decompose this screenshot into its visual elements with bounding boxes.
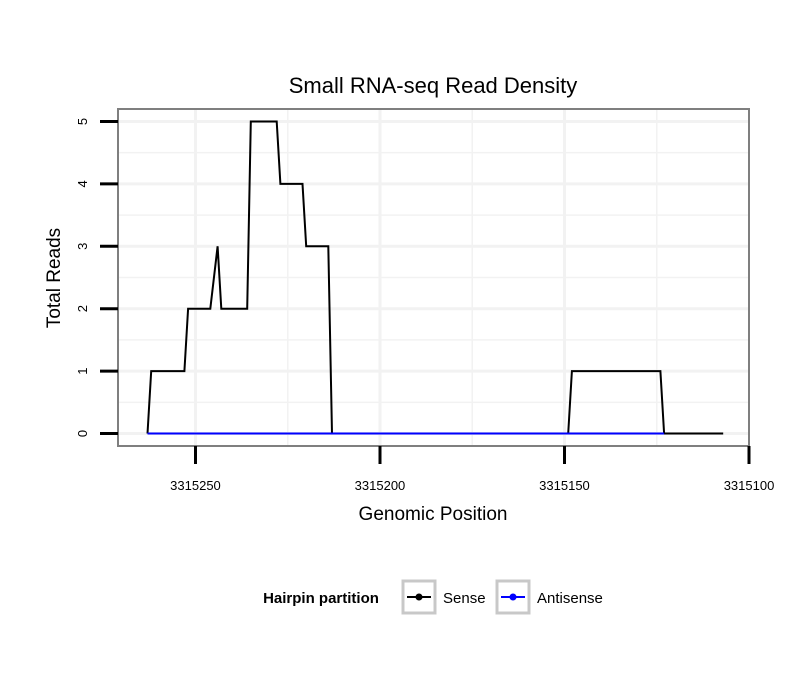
series-line-sense [146, 120, 724, 435]
y-tick-label: 4 [75, 180, 90, 187]
x-tick-label: 3315250 [170, 478, 221, 493]
y-tick-label: 3 [75, 243, 90, 250]
legend: Hairpin partition Sense Antisense [263, 579, 603, 615]
y-axis: 0 1 2 3 4 5 [75, 118, 118, 437]
plot-panel-border [117, 108, 750, 447]
x-tick-label: 3315100 [724, 478, 775, 493]
chart-title: Small RNA-seq Read Density [289, 73, 578, 98]
y-tick-label: 5 [75, 118, 90, 125]
legend-item-antisense: Antisense [495, 579, 603, 615]
x-tick-label: 3315150 [539, 478, 590, 493]
y-tick-label: 1 [75, 367, 90, 374]
legend-title: Hairpin partition [263, 590, 379, 607]
grid [118, 109, 749, 446]
x-tick-label: 3315200 [355, 478, 406, 493]
x-axis-title: Genomic Position [359, 504, 508, 525]
legend-label-antisense: Antisense [537, 590, 603, 607]
y-tick-label: 2 [75, 305, 90, 312]
y-axis-title: Total Reads [44, 228, 65, 328]
legend-item-sense: Sense [401, 579, 486, 615]
legend-point-sense [415, 593, 423, 601]
y-tick-label: 0 [75, 430, 90, 437]
x-axis: 3315250 3315200 3315150 3315100 [170, 446, 774, 493]
legend-label-sense: Sense [443, 590, 486, 607]
series-layer [146, 120, 724, 435]
legend-point-antisense [509, 593, 517, 601]
